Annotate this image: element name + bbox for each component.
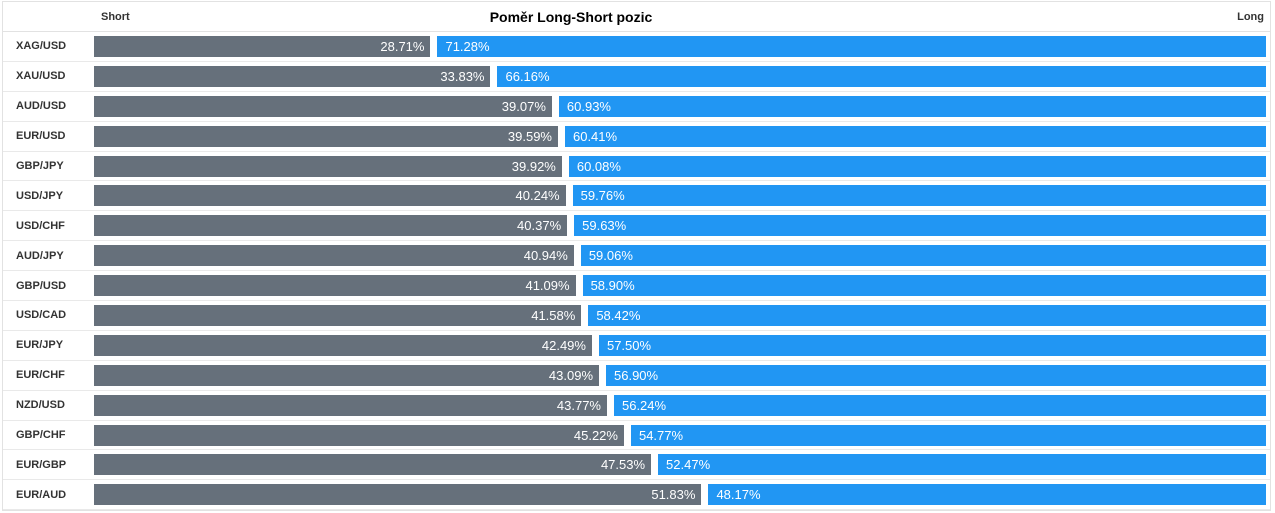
pair-label: EUR/CHF	[16, 369, 65, 382]
short-bar: 47.53%	[94, 454, 652, 476]
table-row: EUR/JPY 42.49% 57.50%	[3, 331, 1270, 361]
short-bar: 39.59%	[94, 125, 558, 147]
short-bar: 39.92%	[94, 155, 562, 177]
long-bar: 56.24%	[613, 394, 1266, 416]
pair-label: USD/CAD	[16, 309, 67, 322]
chart-title: Poměr Long-Short pozic	[489, 8, 653, 25]
bar-track: 40.37% 59.63%	[94, 215, 1266, 237]
bar-track: 33.83% 66.16%	[94, 65, 1266, 87]
short-bar: 43.09%	[94, 364, 599, 386]
table-row: USD/JPY 40.24% 59.76%	[3, 181, 1270, 212]
bar-track: 41.58% 58.42%	[94, 304, 1266, 326]
chart-header: Short Poměr Long-Short pozic Long	[3, 2, 1270, 32]
table-row: USD/CHF 40.37% 59.63%	[3, 211, 1270, 242]
bar-track: 28.71% 71.28%	[94, 35, 1266, 57]
short-bar: 40.37%	[94, 215, 568, 237]
table-row: GBP/USD 41.09% 58.90%	[3, 271, 1270, 302]
long-bar: 57.50%	[598, 334, 1266, 356]
long-bar: 48.17%	[708, 484, 1266, 506]
bar-track: 42.49% 57.50%	[94, 334, 1266, 356]
table-row: GBP/CHF 45.22% 54.77%	[3, 421, 1270, 451]
short-bar: 51.83%	[94, 484, 702, 506]
bar-track: 40.94% 59.06%	[94, 245, 1266, 267]
long-bar: 60.93%	[558, 95, 1266, 117]
pair-label: EUR/JPY	[16, 339, 64, 352]
bar-track: 39.59% 60.41%	[94, 125, 1266, 147]
short-bar: 28.71%	[94, 35, 431, 57]
bar-track: 47.53% 52.47%	[94, 454, 1266, 476]
pair-label: GBP/CHF	[16, 429, 66, 442]
long-bar: 58.90%	[582, 275, 1266, 297]
bar-track: 51.83% 48.17%	[94, 484, 1266, 506]
pair-label: GBP/JPY	[16, 160, 64, 172]
bar-track: 41.09% 58.90%	[94, 275, 1266, 297]
long-bar: 71.28%	[437, 35, 1266, 57]
short-bar: 41.58%	[94, 304, 582, 326]
table-row: EUR/GBP 47.53% 52.47%	[3, 450, 1270, 481]
pair-label: AUD/USD	[16, 100, 67, 113]
table-row: EUR/CHF 43.09% 56.90%	[3, 361, 1270, 391]
table-row: XAU/USD 33.83% 66.16%	[3, 62, 1270, 92]
pair-label: XAG/USD	[16, 40, 67, 53]
long-bar: 59.06%	[580, 245, 1266, 267]
table-row: GBP/JPY 39.92% 60.08%	[3, 152, 1270, 182]
pair-label: GBP/USD	[16, 279, 67, 292]
pair-label: AUD/JPY	[16, 249, 64, 262]
pair-label: EUR/USD	[16, 130, 66, 143]
table-row: USD/CAD 41.58% 58.42%	[3, 301, 1270, 331]
pair-label: EUR/GBP	[16, 458, 67, 471]
short-bar: 41.09%	[94, 275, 576, 297]
pair-label: NZD/USD	[16, 399, 65, 412]
bar-track: 39.07% 60.93%	[94, 95, 1266, 117]
table-row: EUR/USD 39.59% 60.41%	[3, 122, 1270, 152]
long-bar: 60.08%	[568, 155, 1266, 177]
table-row: AUD/USD 39.07% 60.93%	[3, 92, 1270, 122]
long-bar: 60.41%	[564, 125, 1266, 147]
short-bar: 39.07%	[94, 95, 552, 117]
bar-track: 43.77% 56.24%	[94, 394, 1266, 416]
long-bar: 66.16%	[497, 65, 1266, 87]
pair-label: XAU/USD	[16, 70, 66, 83]
long-bar: 54.77%	[630, 424, 1266, 446]
table-row: AUD/JPY 40.94% 59.06%	[3, 241, 1270, 272]
chart-rows: XAG/USD 28.71% 71.28% XAU/USD 33.83% 66.…	[3, 32, 1270, 510]
short-axis-label: Short	[101, 10, 130, 23]
long-bar: 59.63%	[574, 215, 1266, 237]
short-bar: 40.94%	[94, 245, 574, 267]
table-row: EUR/AUD 51.83% 48.17%	[3, 480, 1270, 510]
long-bar: 58.42%	[588, 304, 1266, 326]
bar-track: 40.24% 59.76%	[94, 185, 1266, 207]
long-bar: 52.47%	[658, 454, 1266, 476]
table-row: NZD/USD 43.77% 56.24%	[3, 391, 1270, 421]
short-bar: 45.22%	[94, 424, 624, 446]
bar-track: 43.09% 56.90%	[94, 364, 1266, 386]
pair-label: EUR/AUD	[16, 488, 67, 501]
pair-label: USD/JPY	[16, 189, 64, 202]
long-axis-label: Long	[1237, 10, 1264, 23]
short-bar: 33.83%	[94, 65, 491, 87]
short-bar: 40.24%	[94, 185, 566, 207]
bar-track: 45.22% 54.77%	[94, 424, 1266, 446]
pair-label: USD/CHF	[16, 219, 65, 232]
long-bar: 59.76%	[572, 185, 1266, 207]
table-row: XAG/USD 28.71% 71.28%	[3, 32, 1270, 62]
bar-track: 39.92% 60.08%	[94, 155, 1266, 177]
short-bar: 43.77%	[94, 394, 607, 416]
short-bar: 42.49%	[94, 334, 592, 356]
long-bar: 56.90%	[606, 364, 1266, 386]
